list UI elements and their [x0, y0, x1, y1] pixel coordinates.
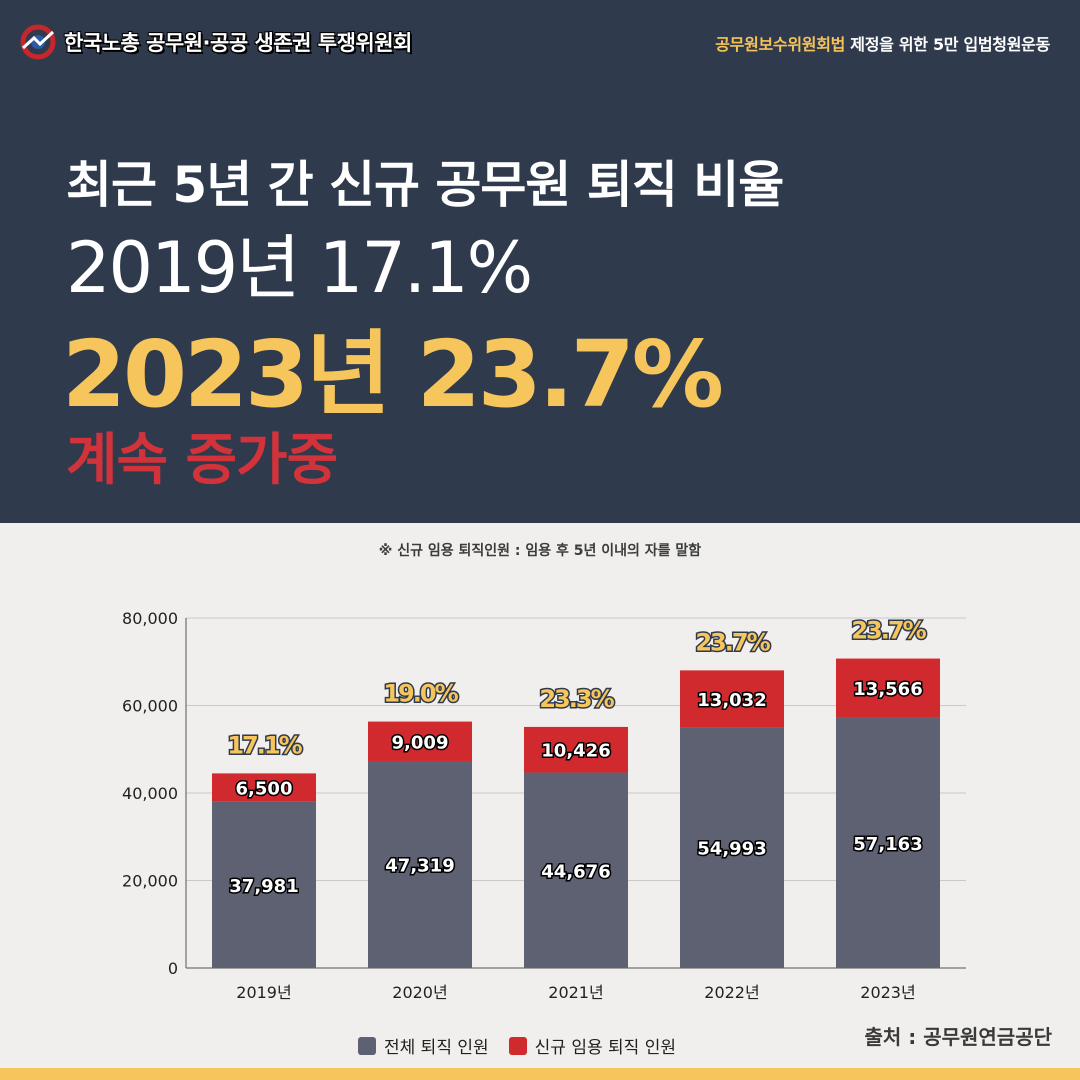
y-tick-label: 0 [168, 959, 178, 978]
chart-note: ※ 신규 임용 퇴직인원 : 임용 후 5년 이내의 자를 말함 [378, 543, 702, 559]
percent-annotation: 19.0% [383, 680, 458, 708]
legend-label-new: 신규 임용 퇴직 인원 [534, 1038, 676, 1058]
bar-new [524, 726, 628, 773]
bar-total [680, 727, 784, 968]
bar-total [368, 760, 472, 968]
percent-annotation: 23.7% [695, 628, 770, 656]
legend-label-total: 전체 퇴직 인원 [384, 1038, 489, 1058]
data-label-new: 6,500 [236, 779, 293, 800]
x-tick-label: 2023년 [860, 983, 915, 1002]
legend-item-new: 신규 임용 퇴직 인원 [508, 1033, 676, 1058]
x-tick-label: 2022년 [704, 983, 759, 1002]
x-tick-label: 2020년 [392, 983, 447, 1002]
bar-total [212, 801, 316, 968]
x-tick-label: 2019년 [236, 983, 291, 1002]
bar-new [368, 721, 472, 761]
org-name: 한국노총 공무원·공공 생존권 투쟁위원회 [64, 31, 412, 55]
bar-new [836, 658, 940, 718]
header-panel: 한국노총 공무원·공공 생존권 투쟁위원회 공무원보수위원회법 제정을 위한 5… [0, 0, 1080, 523]
percent-annotation: 23.7% [851, 617, 926, 645]
data-source: 출처 : 공무원연금공단 [864, 1025, 1052, 1049]
logo: 한국노총 공무원·공공 생존권 투쟁위원회 [20, 24, 412, 60]
percent-annotation: 23.3% [539, 685, 614, 713]
bottom-accent-bar [0, 1068, 1080, 1080]
headline-trend: 계속 증가중 [66, 428, 338, 493]
data-label-total: 37,981 [229, 876, 298, 897]
data-label-new: 13,032 [697, 690, 766, 711]
headline-title: 최근 5년 간 신규 공무원 퇴직 비율 [66, 156, 784, 214]
percent-annotation: 17.1% [227, 731, 302, 759]
campaign-highlight: 공무원보수위원회법 [715, 35, 846, 54]
legend-item-total: 전체 퇴직 인원 [358, 1033, 489, 1058]
y-tick-label: 60,000 [122, 697, 178, 716]
union-logo-icon [20, 24, 56, 60]
bar-total [836, 717, 940, 968]
data-label-new: 10,426 [541, 741, 610, 762]
y-tick-label: 40,000 [122, 784, 178, 803]
campaign-title: 공무원보수위원회법 제정을 위한 5만 입법청원운동 [715, 31, 1050, 55]
data-label-total: 47,319 [385, 855, 454, 876]
bar-total [524, 772, 628, 968]
legend-swatch-new [508, 1036, 527, 1055]
y-tick-label: 80,000 [122, 609, 178, 628]
campaign-rest: 제정을 위한 5만 입법청원운동 [845, 35, 1050, 54]
data-label-new: 9,009 [392, 732, 449, 753]
headline-2023: 2023년 23.7% [62, 321, 724, 428]
data-label-total: 54,993 [697, 839, 766, 860]
headline-2019: 2019년 17.1% [66, 227, 533, 309]
bar-new [212, 773, 316, 802]
y-tick-label: 20,000 [122, 872, 178, 891]
legend-swatch-total [358, 1036, 376, 1055]
x-tick-label: 2021년 [548, 983, 603, 1002]
data-label-total: 44,676 [541, 861, 610, 882]
data-label-total: 57,163 [853, 834, 922, 855]
chart-legend: 전체 퇴직 인원 신규 임용 퇴직 인원 [358, 1033, 696, 1058]
data-label-new: 13,566 [853, 679, 922, 700]
bar-new [680, 670, 784, 728]
